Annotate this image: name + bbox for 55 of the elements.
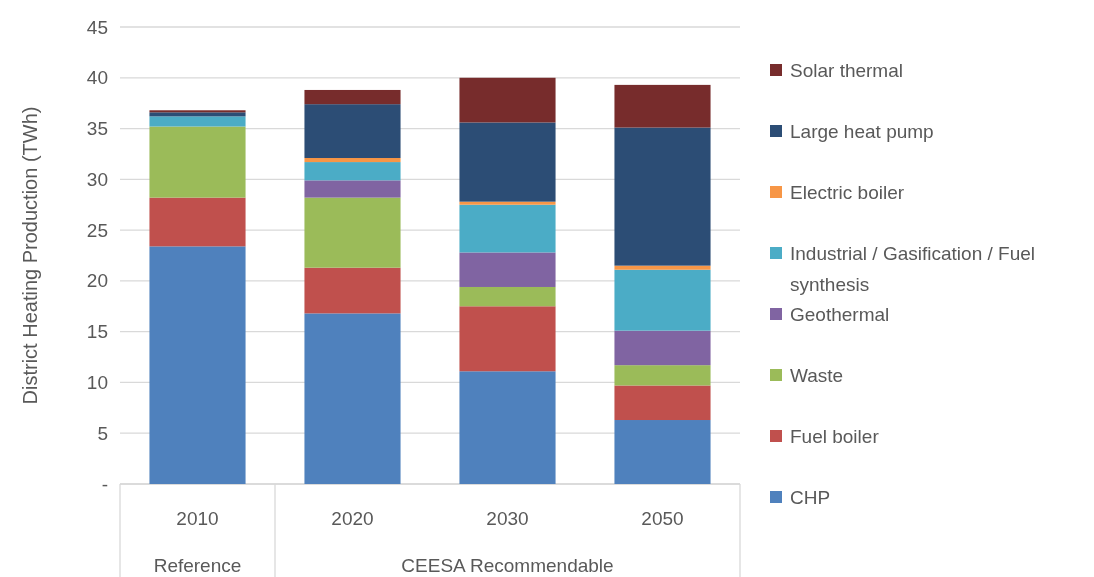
bar [304,158,401,163]
legend-label: Electric boiler [790,181,905,203]
bar [459,204,556,253]
bar [614,420,711,484]
y-tick-label: 35 [86,118,108,140]
bar [304,267,401,314]
bar [459,306,556,372]
bar [459,252,556,287]
bar [614,84,711,128]
legend-label: Solar thermal [790,59,903,81]
legend-label: Waste [790,364,844,386]
y-tick-label: 40 [86,67,108,89]
y-tick-label: 15 [86,321,108,343]
y-tick-label: - [101,473,108,495]
bar [149,110,246,113]
bar [304,180,401,198]
y-axis-title: District Heating Production (TWh) [19,106,41,405]
legend-label: Industrial / Gasification / Fuel synthesis [790,242,1035,295]
bar [149,116,246,127]
x-tick-label: 2050 [641,507,684,529]
y-tick-label: 25 [86,219,108,241]
bar [304,104,401,159]
bar [149,197,246,247]
bar [459,371,556,484]
bar [614,265,711,270]
legend-label: Large heat pump [790,120,934,142]
bar [149,126,246,198]
y-tick-label: 45 [86,16,108,38]
bar [459,122,556,202]
y-tick-label: 5 [97,422,108,444]
bar [304,162,401,181]
legend-label: CHP [790,486,831,508]
text: CEESA Recommendable [401,554,614,576]
y-tick-label: 10 [86,371,108,393]
bar [614,330,711,366]
legend-label: Fuel boiler [790,425,880,447]
y-tick-label: 30 [86,168,108,190]
bar [304,89,401,105]
legend-label: Geothermal [790,303,890,325]
bar [459,77,556,123]
bar [614,127,711,266]
x-tick-label: 2020 [331,507,374,529]
bar [149,246,246,484]
bar [614,365,711,386]
bar [614,385,711,421]
y-tick-label: 20 [86,270,108,292]
bar [459,201,556,205]
bar [304,313,401,484]
x-tick-label: 2030 [486,507,529,529]
bar [459,286,556,307]
bar [304,197,401,268]
x-tick-label: 2010 [176,507,219,529]
text: Reference [153,554,242,576]
bar [614,269,711,331]
bar [149,112,246,117]
